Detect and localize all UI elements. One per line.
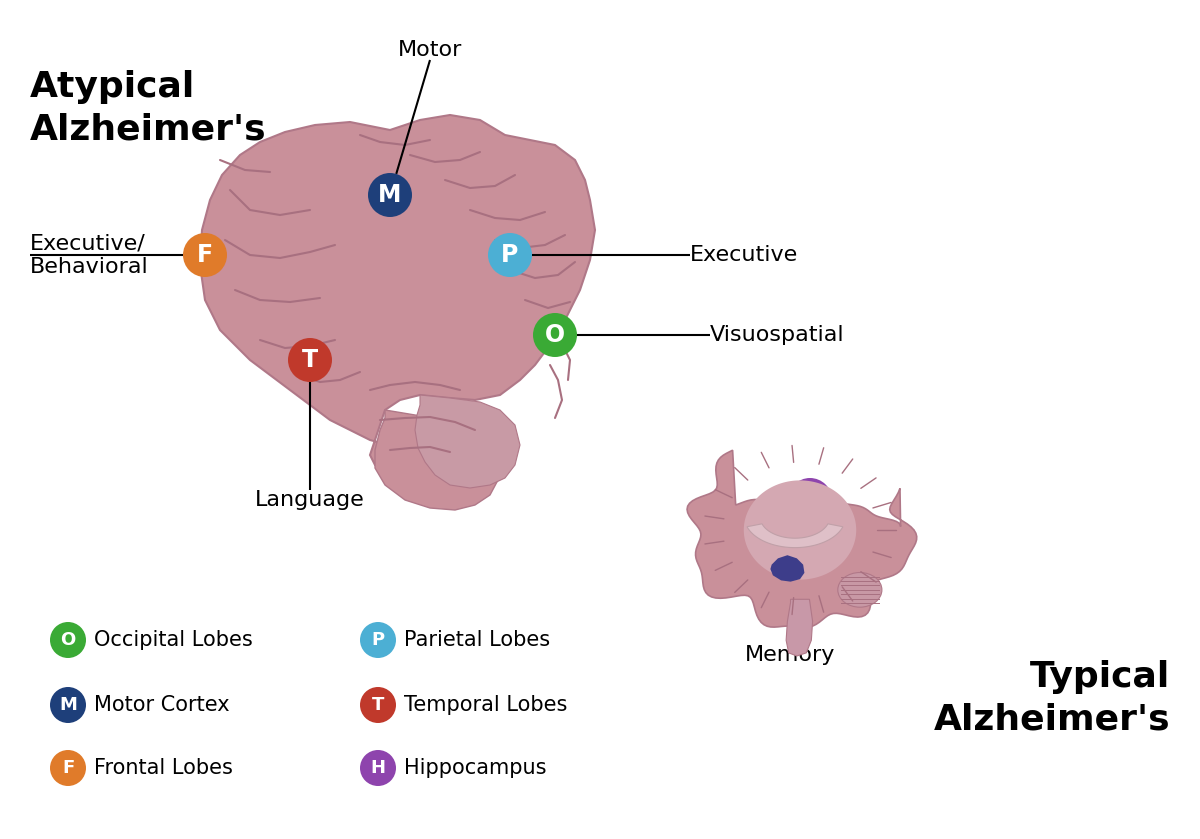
- Text: Executive: Executive: [690, 245, 798, 265]
- Circle shape: [360, 687, 396, 723]
- Text: Motor Cortex: Motor Cortex: [94, 695, 229, 715]
- Text: T: T: [302, 348, 318, 372]
- Circle shape: [50, 622, 86, 658]
- Circle shape: [50, 687, 86, 723]
- Polygon shape: [770, 555, 804, 581]
- Ellipse shape: [838, 572, 882, 607]
- Polygon shape: [786, 599, 812, 656]
- Text: M: M: [59, 696, 77, 714]
- Text: Temporal Lobes: Temporal Lobes: [404, 695, 568, 715]
- Text: Occipital Lobes: Occipital Lobes: [94, 630, 253, 650]
- Circle shape: [533, 313, 577, 357]
- Text: T: T: [372, 696, 384, 714]
- Circle shape: [360, 622, 396, 658]
- Text: Frontal Lobes: Frontal Lobes: [94, 758, 233, 778]
- Text: M: M: [378, 183, 402, 207]
- Text: Atypical
Alzheimer's: Atypical Alzheimer's: [30, 70, 266, 146]
- Text: P: P: [372, 631, 384, 649]
- Text: F: F: [62, 759, 74, 777]
- Text: Hippocampus: Hippocampus: [404, 758, 546, 778]
- Polygon shape: [415, 395, 520, 488]
- Text: P: P: [502, 243, 518, 267]
- Polygon shape: [200, 115, 595, 475]
- Polygon shape: [374, 410, 500, 510]
- Text: O: O: [60, 631, 76, 649]
- Text: Visuospatial: Visuospatial: [710, 325, 845, 345]
- Circle shape: [488, 233, 532, 277]
- Text: Language: Language: [256, 490, 365, 510]
- Text: Motor: Motor: [398, 40, 462, 60]
- Circle shape: [182, 233, 227, 277]
- Circle shape: [50, 750, 86, 786]
- Polygon shape: [688, 451, 917, 628]
- Circle shape: [368, 173, 412, 217]
- Polygon shape: [748, 524, 842, 548]
- Text: F: F: [197, 243, 214, 267]
- Text: Executive/
Behavioral: Executive/ Behavioral: [30, 233, 149, 277]
- Text: Typical
Alzheimer's: Typical Alzheimer's: [934, 660, 1170, 736]
- Circle shape: [360, 750, 396, 786]
- Polygon shape: [744, 481, 857, 580]
- Text: H: H: [371, 759, 385, 777]
- Text: H: H: [800, 488, 820, 512]
- Circle shape: [788, 478, 832, 522]
- Circle shape: [288, 338, 332, 382]
- Text: O: O: [545, 323, 565, 347]
- Text: Parietal Lobes: Parietal Lobes: [404, 630, 550, 650]
- Text: Memory: Memory: [745, 645, 835, 665]
